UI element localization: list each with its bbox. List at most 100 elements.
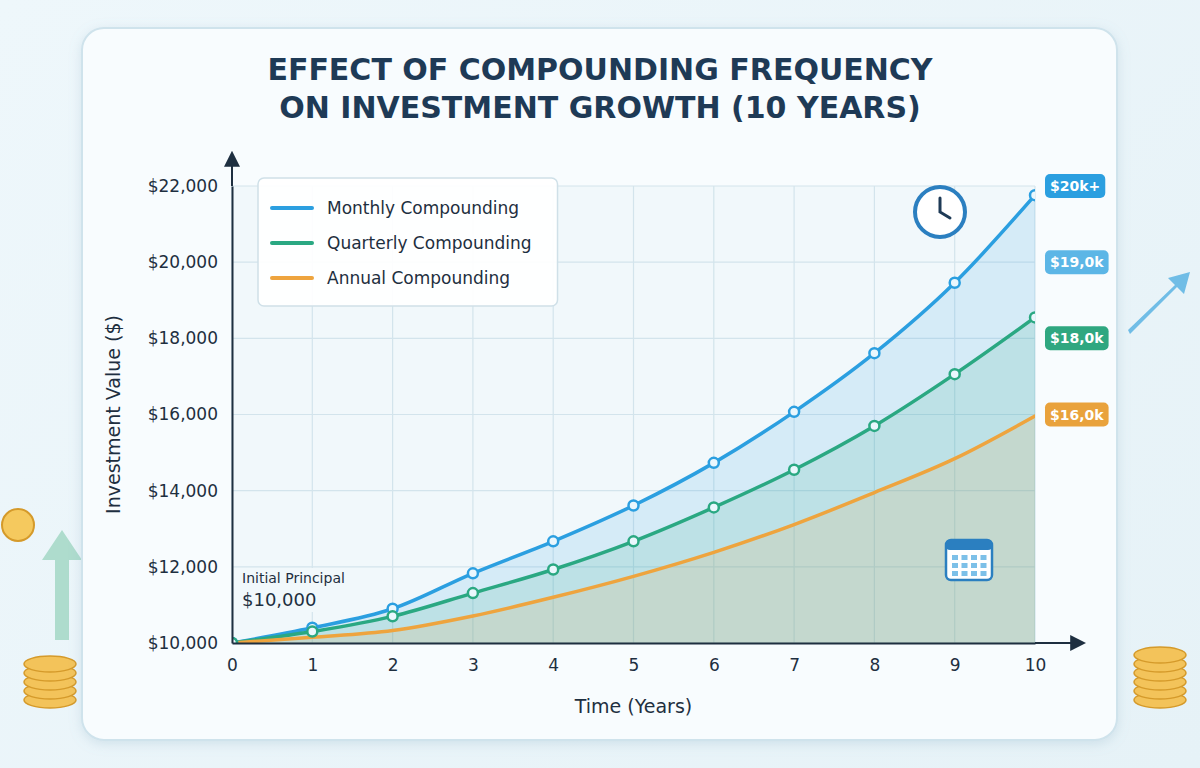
y-tick: $22,000 xyxy=(148,176,232,196)
series-marker xyxy=(548,536,558,546)
legend: Monthly Compounding Quarterly Compounding… xyxy=(258,178,558,306)
card xyxy=(82,28,1117,740)
x-tick-label: 5 xyxy=(629,655,640,675)
legend-swatch xyxy=(272,276,312,280)
y-axis-title: Investment Value ($) xyxy=(102,315,124,514)
end-label-text: $16,0k xyxy=(1050,407,1104,423)
calendar-cell xyxy=(971,571,977,576)
title-line: EFFECT OF COMPOUNDING FREQUENCY xyxy=(267,52,933,87)
x-tick-label: 7 xyxy=(789,655,800,675)
series-marker xyxy=(950,278,960,288)
series-area xyxy=(232,317,1035,643)
calendar-cell xyxy=(952,563,958,568)
calendar-cell xyxy=(971,563,977,568)
x-tick-label: 2 xyxy=(388,655,399,675)
series-marker xyxy=(1030,190,1035,200)
x-tick-label: 3 xyxy=(468,655,479,675)
calendar-cell xyxy=(962,571,968,576)
y-tick: $10,000 xyxy=(148,633,232,653)
series-line xyxy=(232,416,1035,643)
end-label-pill xyxy=(1045,250,1109,274)
y-tick-label: $20,000 xyxy=(148,252,218,272)
series-marker xyxy=(789,465,799,475)
clock-face xyxy=(915,187,965,237)
x-tick-label: 6 xyxy=(709,655,720,675)
calendar-cell xyxy=(981,563,987,568)
series-marker xyxy=(629,536,639,546)
x-tick-label: 8 xyxy=(869,655,880,675)
callout-text: Initial Principal xyxy=(242,570,345,586)
x-tick-label: 9 xyxy=(950,655,961,675)
principal-callout: Initial Principal $10,000 xyxy=(239,568,348,612)
grid-line-y xyxy=(232,642,1035,643)
end-label-text: $20k+ xyxy=(1050,178,1100,194)
y-tick: $12,000 xyxy=(148,557,232,577)
x-tick: 1 xyxy=(307,643,318,675)
series-marker xyxy=(629,501,639,511)
y-tick-label: $10,000 xyxy=(148,633,218,653)
series-marker xyxy=(468,568,478,578)
legend-swatch xyxy=(272,241,312,245)
calendar-icon xyxy=(946,540,992,580)
x-axis-line xyxy=(233,643,1036,645)
series-marker xyxy=(548,564,558,574)
series-line xyxy=(232,317,1035,643)
end-label: $16,0k xyxy=(1045,403,1109,427)
legend-box xyxy=(258,178,558,306)
calendar-cell xyxy=(981,555,987,560)
y-tick: $18,000 xyxy=(148,328,232,348)
series-marker xyxy=(388,611,398,621)
coin xyxy=(1134,647,1186,663)
calendar-cell xyxy=(962,555,968,560)
end-label-pill xyxy=(1045,326,1109,350)
grid-line-x xyxy=(231,186,232,643)
x-tick: 2 xyxy=(388,643,399,675)
series-marker xyxy=(1030,312,1035,322)
clock-icon xyxy=(915,187,965,237)
y-tick: $20,000 xyxy=(148,252,232,272)
y-tick-label: $18,000 xyxy=(148,328,218,348)
end-label-pill xyxy=(1045,403,1109,427)
y-tick-label: $14,000 xyxy=(148,481,218,501)
series-marker xyxy=(869,348,879,358)
series-marker xyxy=(789,407,799,417)
legend-label: Annual Compounding xyxy=(327,268,510,288)
y-tick-label: $16,000 xyxy=(148,404,218,424)
end-label-text: $18,0k xyxy=(1050,330,1104,346)
legend-label: Monthly Compounding xyxy=(327,198,519,218)
callout-background xyxy=(239,568,348,612)
coin xyxy=(24,656,76,672)
end-label-text: $19,0k xyxy=(1050,254,1104,270)
x-tick-label: 0 xyxy=(227,655,238,675)
legend-swatch xyxy=(272,206,312,210)
x-tick: 5 xyxy=(629,643,640,675)
calendar-cell xyxy=(981,571,987,576)
x-axis-title: Time (Years) xyxy=(574,695,693,717)
y-axis: $10,000 $12,000 $14,000 $16,000 $18,000 $20,0… xyxy=(148,176,233,653)
callout-text: $10,000 xyxy=(242,589,316,610)
x-tick: 0 xyxy=(227,643,238,675)
end-label: $19,0k xyxy=(1045,250,1109,274)
series-marker xyxy=(307,627,317,637)
series-marker xyxy=(709,458,719,468)
x-tick: 4 xyxy=(548,643,559,675)
legend-label: Quarterly Compounding xyxy=(327,233,532,253)
x-tick: 3 xyxy=(468,643,479,675)
y-tick-label: $12,000 xyxy=(148,557,218,577)
chart-svg: EFFECT OF COMPOUNDING FREQUENCYON INVEST… xyxy=(0,0,1200,768)
x-tick: 9 xyxy=(950,643,961,675)
calendar-cell xyxy=(971,555,977,560)
x-tick: 7 xyxy=(789,643,800,675)
end-label-pill xyxy=(1045,174,1105,198)
end-label: $18,0k xyxy=(1045,326,1109,350)
x-tick: 8 xyxy=(869,643,880,675)
y-axis-line xyxy=(232,187,234,644)
x-axis-arrow xyxy=(1035,642,1083,644)
series-marker xyxy=(468,588,478,598)
x-axis: 0 1 2 3 4 5 6 7 8 9 10 xyxy=(227,643,1046,675)
series-marker xyxy=(709,502,719,512)
coin-face xyxy=(2,509,34,541)
series-marker xyxy=(950,369,960,379)
x-tick-label: 10 xyxy=(1025,655,1047,675)
y-tick: $14,000 xyxy=(148,481,232,501)
